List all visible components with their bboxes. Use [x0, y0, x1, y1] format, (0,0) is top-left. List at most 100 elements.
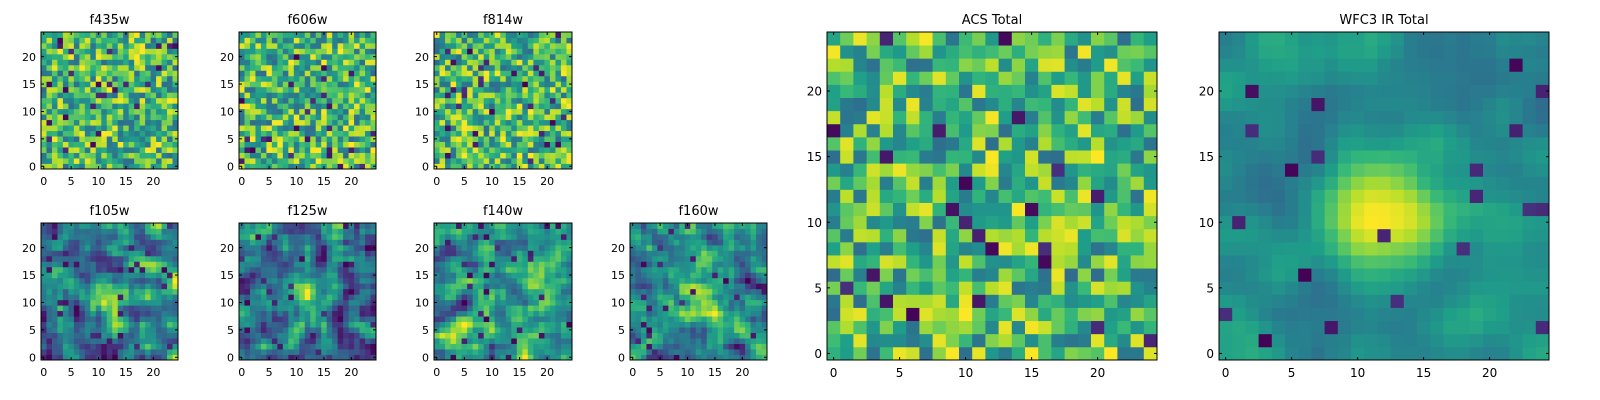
heatmap-cell — [337, 53, 344, 60]
heatmap-cell — [739, 327, 746, 333]
heatmap-cell — [249, 354, 256, 361]
heatmap-cell — [494, 316, 501, 323]
heatmap-cell — [640, 327, 647, 333]
heatmap-cell — [522, 75, 529, 82]
heatmap-cell — [134, 305, 141, 312]
heatmap-cell — [560, 108, 567, 115]
heatmap-cell — [932, 333, 947, 348]
heatmap-cell — [255, 283, 262, 290]
heatmap-cell — [332, 158, 339, 164]
heatmap-cell — [288, 228, 295, 235]
heatmap-cell — [445, 332, 451, 339]
heatmap-cell — [46, 255, 53, 262]
heatmap-cell — [533, 310, 540, 317]
heatmap-cell — [472, 32, 479, 38]
heatmap-cell — [332, 42, 339, 49]
heatmap-cell — [299, 59, 306, 66]
x-tick-label: 10 — [92, 366, 106, 379]
heatmap-cell — [679, 272, 686, 279]
heatmap-cell — [106, 103, 113, 110]
heatmap-cell — [112, 299, 119, 306]
heatmap-cell — [723, 250, 730, 257]
heatmap-cell — [635, 283, 642, 290]
heatmap-cell — [695, 332, 702, 339]
heatmap-cell — [260, 261, 267, 268]
heatmap-cell — [134, 321, 141, 328]
heatmap-cell — [310, 92, 317, 99]
heatmap-cell — [522, 266, 529, 273]
heatmap-cell — [434, 343, 440, 350]
heatmap-cell — [538, 125, 545, 132]
heatmap-cell — [461, 158, 468, 164]
heatmap-cell — [560, 32, 567, 38]
heatmap-cell — [1051, 268, 1065, 282]
heatmap-cell — [95, 261, 102, 268]
heatmap-cell — [95, 283, 102, 290]
heatmap-cell — [41, 321, 47, 328]
heatmap-cell — [668, 272, 675, 279]
heatmap-cell — [79, 32, 86, 38]
heatmap-cell — [172, 141, 179, 148]
heatmap-cell — [315, 277, 322, 284]
heatmap-cell — [101, 272, 108, 279]
heatmap-cell — [544, 327, 551, 333]
heatmap-cell — [527, 70, 534, 77]
heatmap-cell — [354, 141, 360, 148]
heatmap-cell — [985, 176, 999, 190]
heatmap-cell — [282, 59, 289, 66]
heatmap-cell — [712, 332, 719, 339]
heatmap-cell — [84, 92, 91, 99]
heatmap-cell — [112, 152, 119, 159]
heatmap-cell — [544, 343, 551, 350]
heatmap-cell — [134, 103, 141, 110]
heatmap-cell — [139, 114, 146, 121]
heatmap-cell — [560, 114, 567, 121]
heatmap-cell — [145, 354, 151, 361]
heatmap-cell — [282, 152, 289, 159]
heatmap-cell — [723, 266, 730, 273]
heatmap-cell — [511, 53, 518, 60]
heatmap-cell — [549, 272, 556, 279]
heatmap-cell — [321, 299, 328, 306]
heatmap-cell — [343, 310, 349, 317]
heatmap-cell — [434, 141, 440, 148]
heatmap-cell — [505, 136, 512, 142]
heatmap-cell — [134, 136, 141, 142]
axes-frame — [238, 222, 377, 361]
heatmap-cell — [145, 239, 151, 246]
heatmap-cell — [359, 266, 366, 273]
heatmap-cell — [549, 114, 556, 121]
heatmap-cell — [277, 343, 284, 350]
heatmap-cell — [511, 130, 518, 137]
heatmap-cell — [723, 255, 730, 262]
heatmap-cell — [117, 310, 124, 317]
heatmap-cell — [101, 103, 108, 110]
heatmap-cell — [538, 70, 545, 77]
y-tick-label: 10 — [220, 297, 234, 310]
heatmap-cell — [690, 294, 697, 301]
heatmap-cell — [522, 136, 529, 142]
heatmap-cell — [684, 299, 691, 306]
heatmap-cell — [538, 223, 545, 229]
heatmap-cell — [139, 343, 146, 350]
heatmap-cell — [101, 81, 108, 88]
heatmap-cell — [538, 338, 545, 344]
heatmap-cell — [90, 125, 97, 132]
heatmap-cell — [684, 310, 691, 317]
heatmap-cell — [706, 349, 713, 355]
heatmap-cell — [41, 261, 47, 268]
heatmap-cell — [1011, 215, 1026, 230]
heatmap-cell — [293, 299, 300, 306]
heatmap-cell — [500, 261, 507, 268]
heatmap-cell — [365, 277, 371, 284]
heatmap-cell — [467, 37, 474, 44]
heatmap-cell — [354, 239, 360, 246]
heatmap-cell — [489, 327, 496, 333]
heatmap-cell — [494, 288, 501, 295]
heatmap-cell — [750, 338, 757, 344]
heatmap-cell — [544, 288, 551, 295]
heatmap-cell — [90, 108, 97, 115]
heatmap-cell — [84, 310, 91, 317]
heatmap-cell — [57, 288, 64, 295]
heatmap-cell — [505, 310, 512, 317]
